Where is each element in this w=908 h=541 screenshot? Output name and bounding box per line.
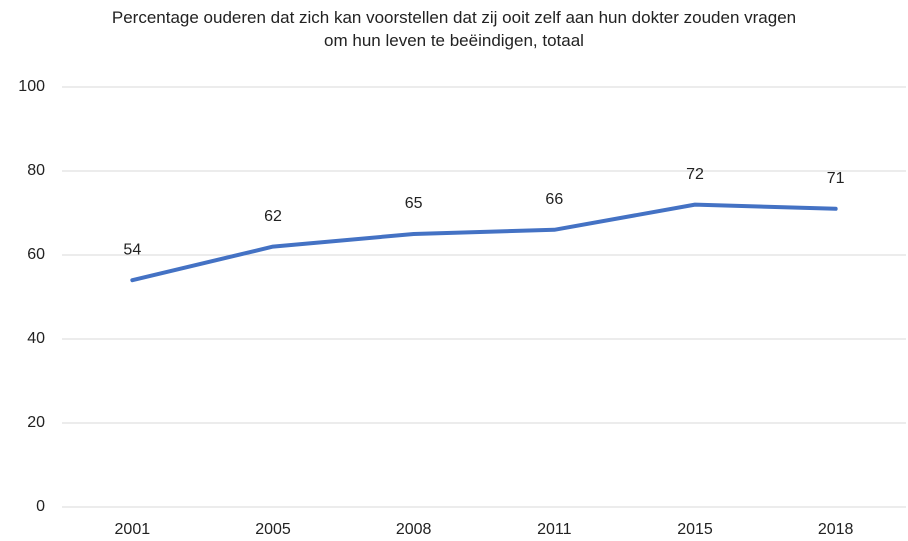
y-tick-label: 40 xyxy=(27,330,45,347)
data-label: 62 xyxy=(264,208,282,225)
data-label: 65 xyxy=(405,195,423,212)
chart-title: Percentage ouderen dat zich kan voorstel… xyxy=(111,8,797,50)
x-tick-label: 2008 xyxy=(396,521,432,538)
x-tick-label: 2018 xyxy=(818,521,854,538)
y-tick-label: 0 xyxy=(36,498,45,515)
x-tick-label: 2001 xyxy=(115,521,151,538)
data-label: 54 xyxy=(123,241,141,258)
y-tick-label: 100 xyxy=(18,78,45,95)
data-label: 66 xyxy=(545,191,563,208)
x-tick-label: 2015 xyxy=(677,521,713,538)
data-label: 72 xyxy=(686,166,704,183)
x-tick-label: 2011 xyxy=(537,521,572,538)
line xyxy=(130,202,838,283)
data-label: 71 xyxy=(827,170,845,187)
y-tick-label: 80 xyxy=(27,162,45,179)
x-tick-label: 2005 xyxy=(255,521,291,538)
y-tick-label: 20 xyxy=(27,414,45,431)
y-tick-label: 60 xyxy=(27,246,45,263)
